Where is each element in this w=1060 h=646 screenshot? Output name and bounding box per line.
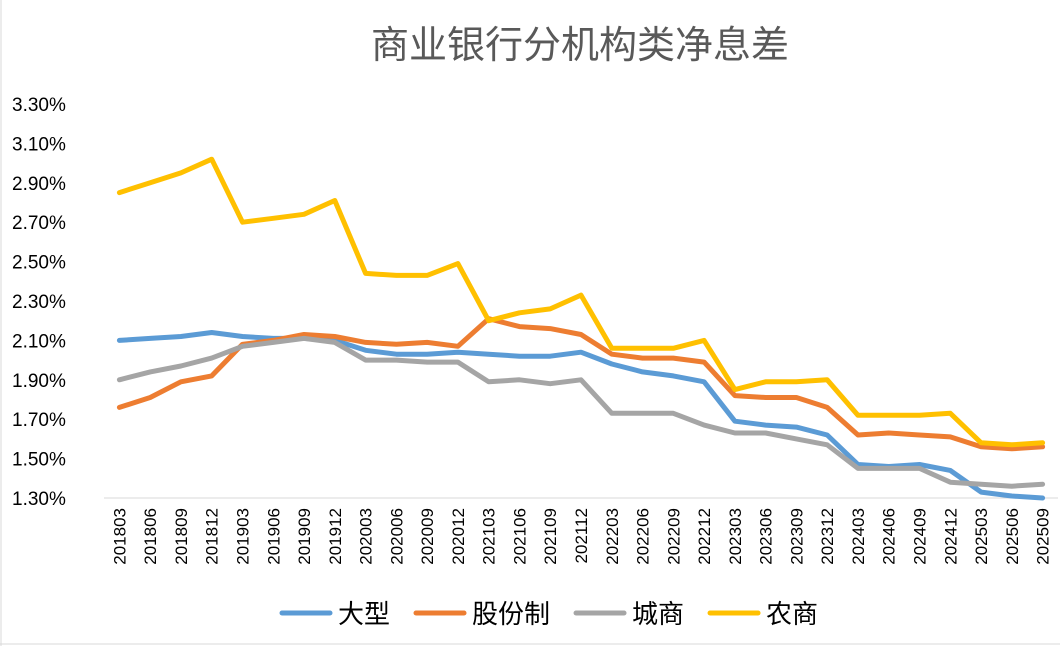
x-tick-label: 202412 (941, 508, 960, 565)
x-tick-label: 202303 (726, 508, 745, 565)
x-tick-label: 202406 (880, 508, 899, 565)
y-tick-label: 2.90% (12, 174, 66, 195)
series-line (116, 156, 1046, 448)
x-tick-label: 202003 (357, 508, 376, 565)
x-tick-label: 202503 (972, 508, 991, 565)
x-axis-ticks: 201803 201806 201809 201812 201903 201906 2019… (110, 508, 1052, 565)
x-tick-label: 202109 (541, 508, 560, 565)
x-tick-label: 202409 (911, 508, 930, 565)
x-tick-label: 202203 (603, 508, 622, 565)
legend: 大型 股份制 城商 农商 (279, 600, 818, 630)
x-tick-label: 202106 (510, 508, 529, 565)
x-tick-label: 201909 (295, 508, 314, 565)
legend-label: 股份制 (472, 600, 550, 630)
series-line (116, 335, 1046, 489)
x-tick-label: 202209 (664, 508, 683, 565)
x-tick-label: 202212 (695, 508, 714, 565)
legend-label: 城商 (632, 600, 684, 630)
x-tick-label: 202009 (418, 508, 437, 565)
y-axis-ticks: 1.30% 1.50% 1.70% 1.90% 2.10% 2.30% 2.50% 2.70%… (12, 95, 66, 510)
x-tick-label: 202112 (572, 508, 591, 563)
x-tick-label: 202509 (1034, 508, 1053, 565)
x-tick-label: 202206 (634, 508, 653, 565)
x-tick-label: 202312 (818, 508, 837, 565)
y-tick-label: 1.70% (12, 410, 66, 431)
y-tick-label: 3.10% (12, 134, 66, 155)
chart-title: 商业银行分机构类净息差 (371, 23, 789, 67)
y-tick-label: 2.50% (12, 253, 66, 274)
x-tick-label: 202012 (449, 508, 468, 565)
x-tick-label: 202103 (480, 508, 499, 565)
y-tick-label: 1.30% (12, 489, 66, 510)
y-tick-label: 1.90% (12, 371, 66, 392)
legend-label: 大型 (338, 600, 390, 630)
x-tick-label: 202403 (849, 508, 868, 565)
x-tick-label: 202306 (757, 508, 776, 565)
x-tick-label: 201903 (233, 508, 252, 565)
x-tick-label: 201803 (110, 508, 129, 565)
y-tick-label: 2.30% (12, 292, 66, 313)
y-tick-label: 2.70% (12, 213, 66, 234)
series-lines (116, 156, 1046, 501)
x-tick-label: 201806 (141, 508, 160, 565)
x-tick-label: 201912 (326, 508, 345, 565)
x-tick-label: 202506 (1003, 508, 1022, 565)
x-tick-label: 201812 (203, 508, 222, 565)
x-tick-label: 202309 (787, 508, 806, 565)
x-tick-label: 201906 (264, 508, 283, 565)
y-tick-label: 1.50% (12, 450, 66, 471)
y-tick-label: 3.30% (12, 95, 66, 116)
x-tick-label: 201809 (172, 508, 191, 565)
x-tick-label: 202006 (387, 508, 406, 565)
y-tick-label: 2.10% (12, 331, 66, 352)
legend-label: 农商 (766, 600, 818, 630)
